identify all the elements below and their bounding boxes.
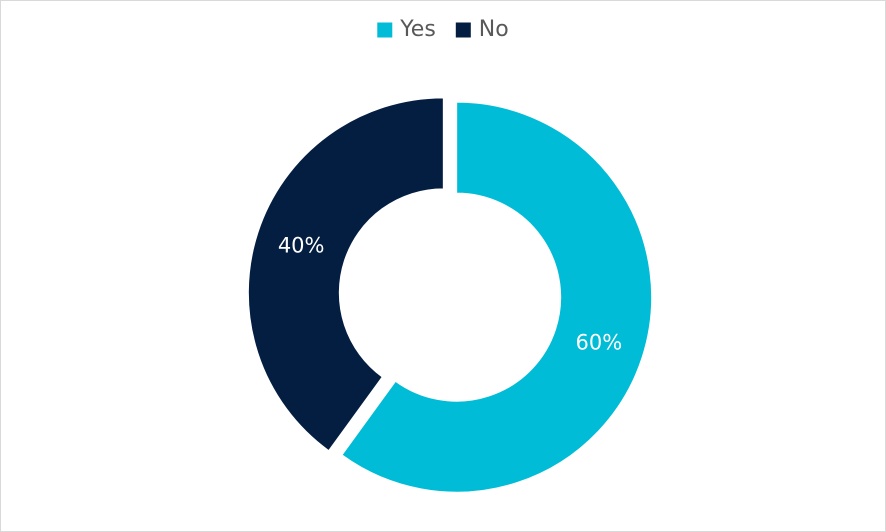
legend-swatch: [377, 22, 393, 38]
donut-slice: [247, 97, 444, 452]
legend-swatch: [455, 22, 471, 38]
data-label: 60%: [575, 330, 622, 354]
data-label: 40%: [278, 234, 325, 258]
legend-label: Yes: [399, 17, 436, 42]
donut-slice: [341, 101, 653, 493]
legend-label: No: [479, 17, 509, 42]
